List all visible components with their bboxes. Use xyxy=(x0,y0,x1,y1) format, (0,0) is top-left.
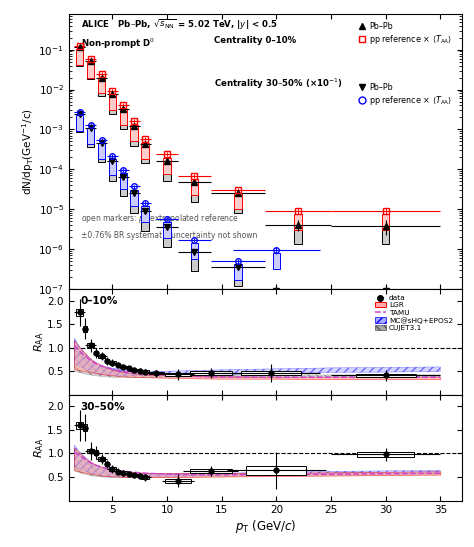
Bar xyxy=(94,450,98,455)
FancyBboxPatch shape xyxy=(294,214,302,230)
Bar xyxy=(109,468,116,470)
Text: Centrality 30–50% (×10$^{-1}$): Centrality 30–50% (×10$^{-1}$) xyxy=(214,77,343,91)
Legend: data, LGR, TAMU, MC@sHQ+EPOS2, CUJET3.1: data, LGR, TAMU, MC@sHQ+EPOS2, CUJET3.1 xyxy=(374,294,455,332)
FancyBboxPatch shape xyxy=(130,196,138,213)
Bar xyxy=(148,372,164,374)
FancyBboxPatch shape xyxy=(130,189,138,206)
FancyBboxPatch shape xyxy=(98,78,105,94)
FancyBboxPatch shape xyxy=(87,131,94,147)
Bar xyxy=(137,475,142,478)
Bar xyxy=(141,370,149,373)
FancyBboxPatch shape xyxy=(382,214,390,230)
FancyBboxPatch shape xyxy=(130,125,138,141)
Bar xyxy=(116,470,120,473)
Bar xyxy=(190,469,232,473)
FancyBboxPatch shape xyxy=(163,222,171,237)
Bar xyxy=(356,374,416,377)
Bar xyxy=(76,309,83,316)
FancyBboxPatch shape xyxy=(109,165,116,181)
FancyBboxPatch shape xyxy=(191,255,198,271)
Bar xyxy=(141,476,149,479)
Text: Centrality 0–10%: Centrality 0–10% xyxy=(214,36,296,45)
Text: 30–50%: 30–50% xyxy=(81,402,125,412)
FancyBboxPatch shape xyxy=(191,179,198,195)
FancyBboxPatch shape xyxy=(130,130,138,146)
Bar xyxy=(94,351,98,355)
FancyBboxPatch shape xyxy=(98,80,105,96)
FancyBboxPatch shape xyxy=(119,181,127,196)
FancyBboxPatch shape xyxy=(294,228,302,245)
FancyBboxPatch shape xyxy=(234,193,242,209)
Bar xyxy=(98,354,105,358)
FancyBboxPatch shape xyxy=(234,197,242,213)
Bar xyxy=(127,367,131,370)
X-axis label: $p_{\rm T}$ (GeV/$c$): $p_{\rm T}$ (GeV/$c$) xyxy=(235,518,296,535)
FancyBboxPatch shape xyxy=(163,230,171,247)
FancyBboxPatch shape xyxy=(273,294,280,310)
FancyBboxPatch shape xyxy=(141,148,149,164)
Bar xyxy=(190,371,232,375)
FancyBboxPatch shape xyxy=(234,270,242,287)
FancyBboxPatch shape xyxy=(87,63,94,79)
FancyBboxPatch shape xyxy=(98,143,105,159)
FancyBboxPatch shape xyxy=(191,243,198,259)
FancyBboxPatch shape xyxy=(119,113,127,130)
Bar xyxy=(119,472,127,474)
Bar xyxy=(98,457,105,461)
Text: open markers: $p_{\rm T}$ extrapolated reference: open markers: $p_{\rm T}$ extrapolated r… xyxy=(81,212,239,225)
FancyBboxPatch shape xyxy=(109,94,116,110)
Text: 0–10%: 0–10% xyxy=(81,296,118,306)
FancyBboxPatch shape xyxy=(234,264,242,280)
Bar xyxy=(87,449,94,453)
Bar xyxy=(246,466,306,475)
FancyBboxPatch shape xyxy=(119,109,127,125)
Bar xyxy=(165,479,191,483)
Bar xyxy=(127,473,131,475)
Bar xyxy=(165,373,191,376)
FancyBboxPatch shape xyxy=(382,294,390,310)
FancyBboxPatch shape xyxy=(87,128,94,144)
FancyBboxPatch shape xyxy=(76,50,83,66)
Bar xyxy=(83,424,87,431)
FancyBboxPatch shape xyxy=(76,116,83,132)
FancyBboxPatch shape xyxy=(109,159,116,174)
Bar xyxy=(119,365,127,368)
FancyBboxPatch shape xyxy=(98,146,105,162)
FancyBboxPatch shape xyxy=(141,143,149,159)
Bar xyxy=(83,326,87,332)
Bar xyxy=(116,364,120,366)
Bar xyxy=(137,370,142,372)
Y-axis label: $R_{\rm AA}$: $R_{\rm AA}$ xyxy=(32,331,46,352)
Text: ±0.76% BR systematic uncertainty not shown: ±0.76% BR systematic uncertainty not sho… xyxy=(81,231,257,240)
Bar xyxy=(87,344,94,347)
FancyBboxPatch shape xyxy=(141,206,149,223)
FancyBboxPatch shape xyxy=(119,173,127,189)
Bar xyxy=(76,422,83,428)
Legend: Pb–Pb, pp reference × $\langle T_{\rm AA}\rangle$: Pb–Pb, pp reference × $\langle T_{\rm AA… xyxy=(356,81,454,108)
Bar xyxy=(130,369,138,371)
FancyBboxPatch shape xyxy=(76,115,83,131)
FancyBboxPatch shape xyxy=(191,186,198,202)
Bar xyxy=(109,361,116,364)
FancyBboxPatch shape xyxy=(273,253,280,269)
Y-axis label: dN/dp$_{\rm T}$(GeV$^{-1}$/c): dN/dp$_{\rm T}$(GeV$^{-1}$/c) xyxy=(20,108,36,195)
Bar xyxy=(357,452,414,457)
FancyBboxPatch shape xyxy=(141,214,149,230)
Text: ALICE   Pb–Pb, $\sqrt{s_{\rm NN}}$ = 5.02 TeV, |$y$| < 0.5: ALICE Pb–Pb, $\sqrt{s_{\rm NN}}$ = 5.02 … xyxy=(81,18,278,32)
Bar xyxy=(241,371,301,375)
FancyBboxPatch shape xyxy=(163,158,171,174)
FancyBboxPatch shape xyxy=(76,49,83,65)
FancyBboxPatch shape xyxy=(87,62,94,78)
FancyBboxPatch shape xyxy=(109,97,116,114)
Text: Non-prompt D$^0$: Non-prompt D$^0$ xyxy=(81,36,155,51)
FancyBboxPatch shape xyxy=(382,228,390,245)
Y-axis label: $R_{\rm AA}$: $R_{\rm AA}$ xyxy=(32,438,46,458)
FancyBboxPatch shape xyxy=(163,165,171,181)
Bar xyxy=(105,462,109,465)
Bar xyxy=(105,359,109,362)
Bar xyxy=(130,474,138,476)
